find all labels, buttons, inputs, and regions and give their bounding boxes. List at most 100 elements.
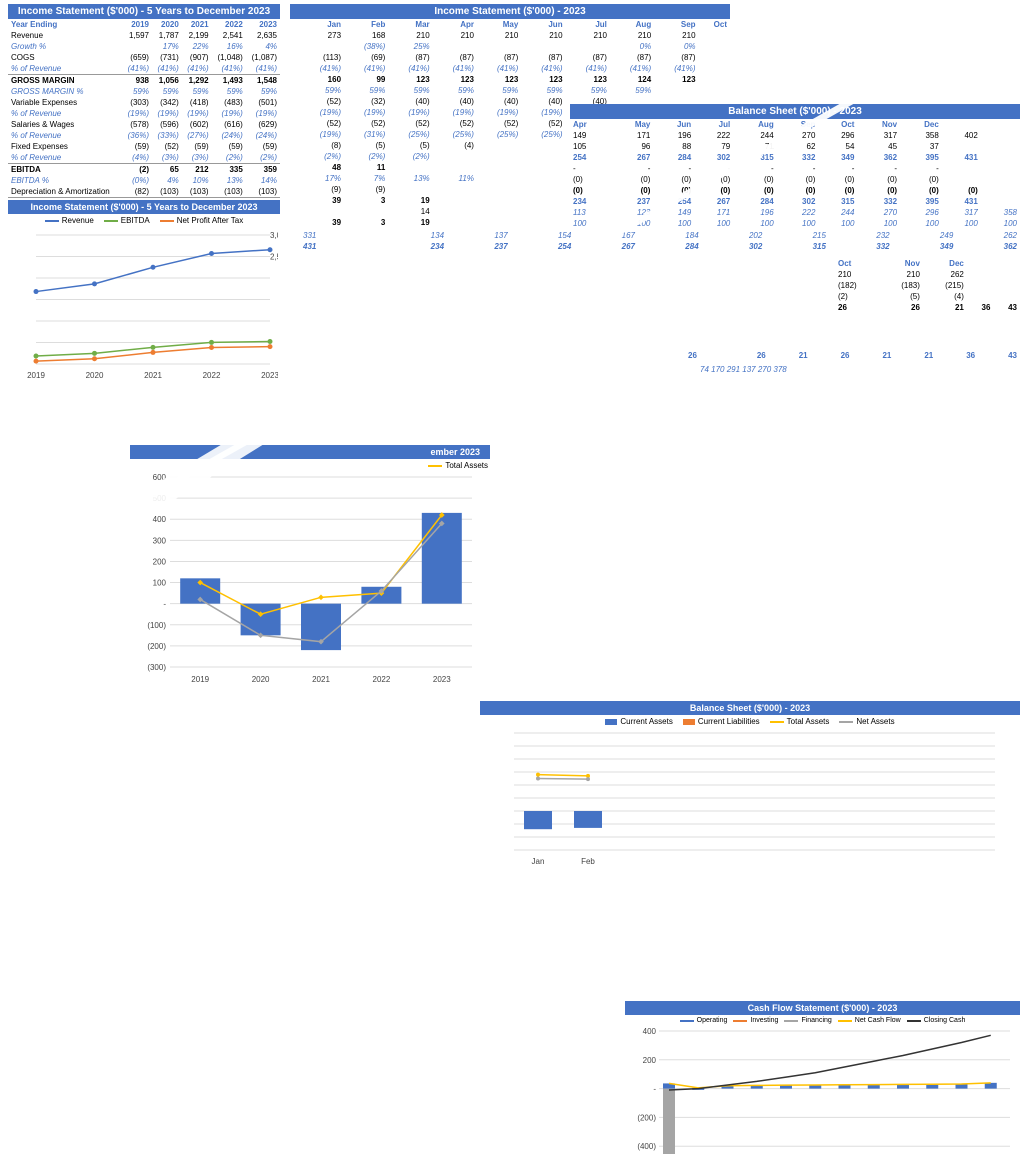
month-col: Jan bbox=[300, 19, 344, 30]
svg-text:2022: 2022 bbox=[373, 675, 391, 684]
chart-balance-2023: Balance Sheet ($'000) - 2023 Current Ass… bbox=[480, 701, 1020, 881]
brc-month: Oct bbox=[835, 258, 879, 269]
income-row: EBITDA %(0%)4%10%13%14% bbox=[8, 175, 280, 186]
month-col: Aug bbox=[610, 19, 654, 30]
balance-2023-table: AprMayJunJulAugSepOctNovDec 149171196222… bbox=[570, 119, 1020, 229]
legend-item: Revenue bbox=[45, 216, 94, 225]
svg-text:400: 400 bbox=[153, 515, 167, 524]
year-col: 2021 bbox=[182, 19, 212, 30]
svg-text:Feb: Feb bbox=[581, 857, 595, 866]
balance-2023-panel: Balance Sheet ($'000) - 2023 AprMayJunJu… bbox=[570, 104, 1020, 229]
svg-text:400: 400 bbox=[643, 1027, 657, 1036]
legend-item: Investing bbox=[733, 1017, 778, 1024]
svg-text:Jan: Jan bbox=[532, 857, 545, 866]
bal-month: May bbox=[610, 119, 653, 130]
svg-text:2019: 2019 bbox=[191, 675, 209, 684]
small-cell: 26 bbox=[685, 350, 727, 361]
income-row: Variable Expenses(303)(342)(418)(483)(50… bbox=[8, 97, 280, 108]
balance-row: 100100100100100100100100100100100 bbox=[570, 218, 1020, 229]
chart-bal23-title: Balance Sheet ($'000) - 2023 bbox=[480, 701, 1020, 715]
small-cell: 21 bbox=[894, 350, 936, 361]
svg-text:600: 600 bbox=[153, 473, 167, 482]
month-col: Jun bbox=[521, 19, 565, 30]
legend-item: Operating bbox=[680, 1017, 728, 1024]
income-row: GROSS MARGIN %59%59%59%59%59% bbox=[8, 86, 280, 97]
chart-assets: ember 2023 Total Assets (300) (200) (100) -… bbox=[130, 445, 490, 700]
legend-item: Financing bbox=[784, 1017, 831, 1024]
svg-text:200: 200 bbox=[643, 1056, 657, 1065]
svg-text:(200): (200) bbox=[147, 642, 166, 651]
balance-row: 254267284302315332349362395431 bbox=[570, 152, 1020, 163]
income-5y-title: Income Statement ($'000) - 5 Years to De… bbox=[8, 4, 280, 19]
month-col: Sep bbox=[654, 19, 698, 30]
small-cell: 26 bbox=[811, 350, 853, 361]
balance-row: 113123149171196222244270296317358 bbox=[570, 207, 1020, 218]
legend-item: EBITDA bbox=[104, 216, 150, 225]
year-ending-label: Year Ending bbox=[8, 19, 122, 30]
year-col: 2019 bbox=[122, 19, 152, 30]
bal-month: Sep bbox=[777, 119, 819, 130]
income-row: Salaries & Wages(578)(596)(602)(616)(629… bbox=[8, 119, 280, 130]
svg-text:(300): (300) bbox=[147, 663, 166, 672]
balance-row: --------- bbox=[570, 163, 1020, 174]
balance-extra: 3311341371541671842022152322492624312342… bbox=[300, 230, 1020, 252]
balance-2023-title: Balance Sheet ($'000) - 2023 bbox=[570, 104, 1020, 119]
bal-month: Jun bbox=[653, 119, 694, 130]
income-row: % of Revenue(36%)(33%)(27%)(24%)(24%) bbox=[8, 130, 280, 141]
income23-row: (113)(69)(87)(87)(87)(87)(87)(87)(87) bbox=[290, 52, 730, 63]
balance-row: 149171196222244270296317358402 bbox=[570, 130, 1020, 141]
year-col: 2023 bbox=[246, 19, 280, 30]
income-row: Depreciation & Amortization(82)(103)(103… bbox=[8, 186, 280, 198]
svg-text:3,000: 3,000 bbox=[270, 231, 278, 240]
legend-item: Current Assets bbox=[605, 717, 672, 726]
svg-text:2023: 2023 bbox=[261, 371, 278, 380]
footer-vals: 74 170 291 137 270 378 bbox=[700, 365, 1020, 374]
svg-text:2023: 2023 bbox=[433, 675, 451, 684]
month-col: May bbox=[477, 19, 521, 30]
brc-row: (182)(183)(215) bbox=[835, 280, 1020, 291]
month-col: Apr bbox=[433, 19, 477, 30]
svg-text:(400): (400) bbox=[637, 1142, 656, 1151]
brc-row: (2)(5)(4) bbox=[835, 291, 1020, 302]
svg-text:2020: 2020 bbox=[86, 371, 104, 380]
chart-cf-title: Cash Flow Statement ($'000) - 2023 bbox=[625, 1001, 1020, 1015]
month-col: Mar bbox=[388, 19, 432, 30]
svg-text:2021: 2021 bbox=[312, 675, 330, 684]
balance-extra-row: 431234237254267284302315332349362 bbox=[300, 241, 1020, 252]
income-row: GROSS MARGIN9381,0561,2921,4931,548 bbox=[8, 75, 280, 87]
income-row: Fixed Expenses(59)(52)(59)(59)(59) bbox=[8, 141, 280, 152]
chart-assets-title: ember 2023 bbox=[130, 445, 490, 459]
month-col: Feb bbox=[344, 19, 388, 30]
svg-text:(100): (100) bbox=[147, 621, 166, 630]
income-row: Growth %17%22%16%4% bbox=[8, 41, 280, 52]
income-row: EBITDA(2)65212335359 bbox=[8, 164, 280, 176]
balance-row: 1059688797162544537 bbox=[570, 141, 1020, 152]
income23-row: 16099123123123123123124123 bbox=[290, 74, 730, 85]
small-cell: 21 bbox=[769, 350, 811, 361]
legend-item: Total Assets bbox=[770, 717, 830, 726]
legend-item: Total Assets bbox=[428, 461, 488, 470]
income23-row: 59%59%59%59%59%59%59%59% bbox=[290, 85, 730, 96]
month-col: Oct bbox=[699, 19, 730, 30]
chart-cashflow: Cash Flow Statement ($'000) - 2023 Opera… bbox=[625, 1001, 1020, 1154]
svg-text:300: 300 bbox=[153, 536, 167, 545]
bal-month: Nov bbox=[857, 119, 900, 130]
svg-text:2022: 2022 bbox=[203, 371, 221, 380]
small-cell: 21 bbox=[853, 350, 895, 361]
brc-month: Nov bbox=[879, 258, 923, 269]
svg-text:-: - bbox=[163, 600, 166, 609]
income-row: COGS(659)(731)(907)(1,048)(1,087) bbox=[8, 52, 280, 63]
balance-row: (0)(0)(0)(0)(0)(0)(0)(0)(0)(0) bbox=[570, 185, 1020, 196]
small-cell: 26 bbox=[727, 350, 769, 361]
legend-item: Net Assets bbox=[839, 717, 894, 726]
income-row: % of Revenue(19%)(19%)(19%)(19%)(19%) bbox=[8, 108, 280, 119]
balance-right-cols: OctNovDec210210262(182)(183)(215)(2)(5)(… bbox=[835, 258, 1020, 313]
year-col: 2022 bbox=[212, 19, 246, 30]
legend-item: Current Liabilities bbox=[683, 717, 760, 726]
year-col: 2020 bbox=[152, 19, 182, 30]
small-table: 2626212621213643 bbox=[685, 350, 1020, 361]
svg-text:(200): (200) bbox=[637, 1113, 656, 1122]
svg-text:2020: 2020 bbox=[252, 675, 270, 684]
income23-row: (41%)(41%)(41%)(41%)(41%)(41%)(41%)(41%)… bbox=[290, 63, 730, 74]
brc-month: Dec bbox=[923, 258, 967, 269]
